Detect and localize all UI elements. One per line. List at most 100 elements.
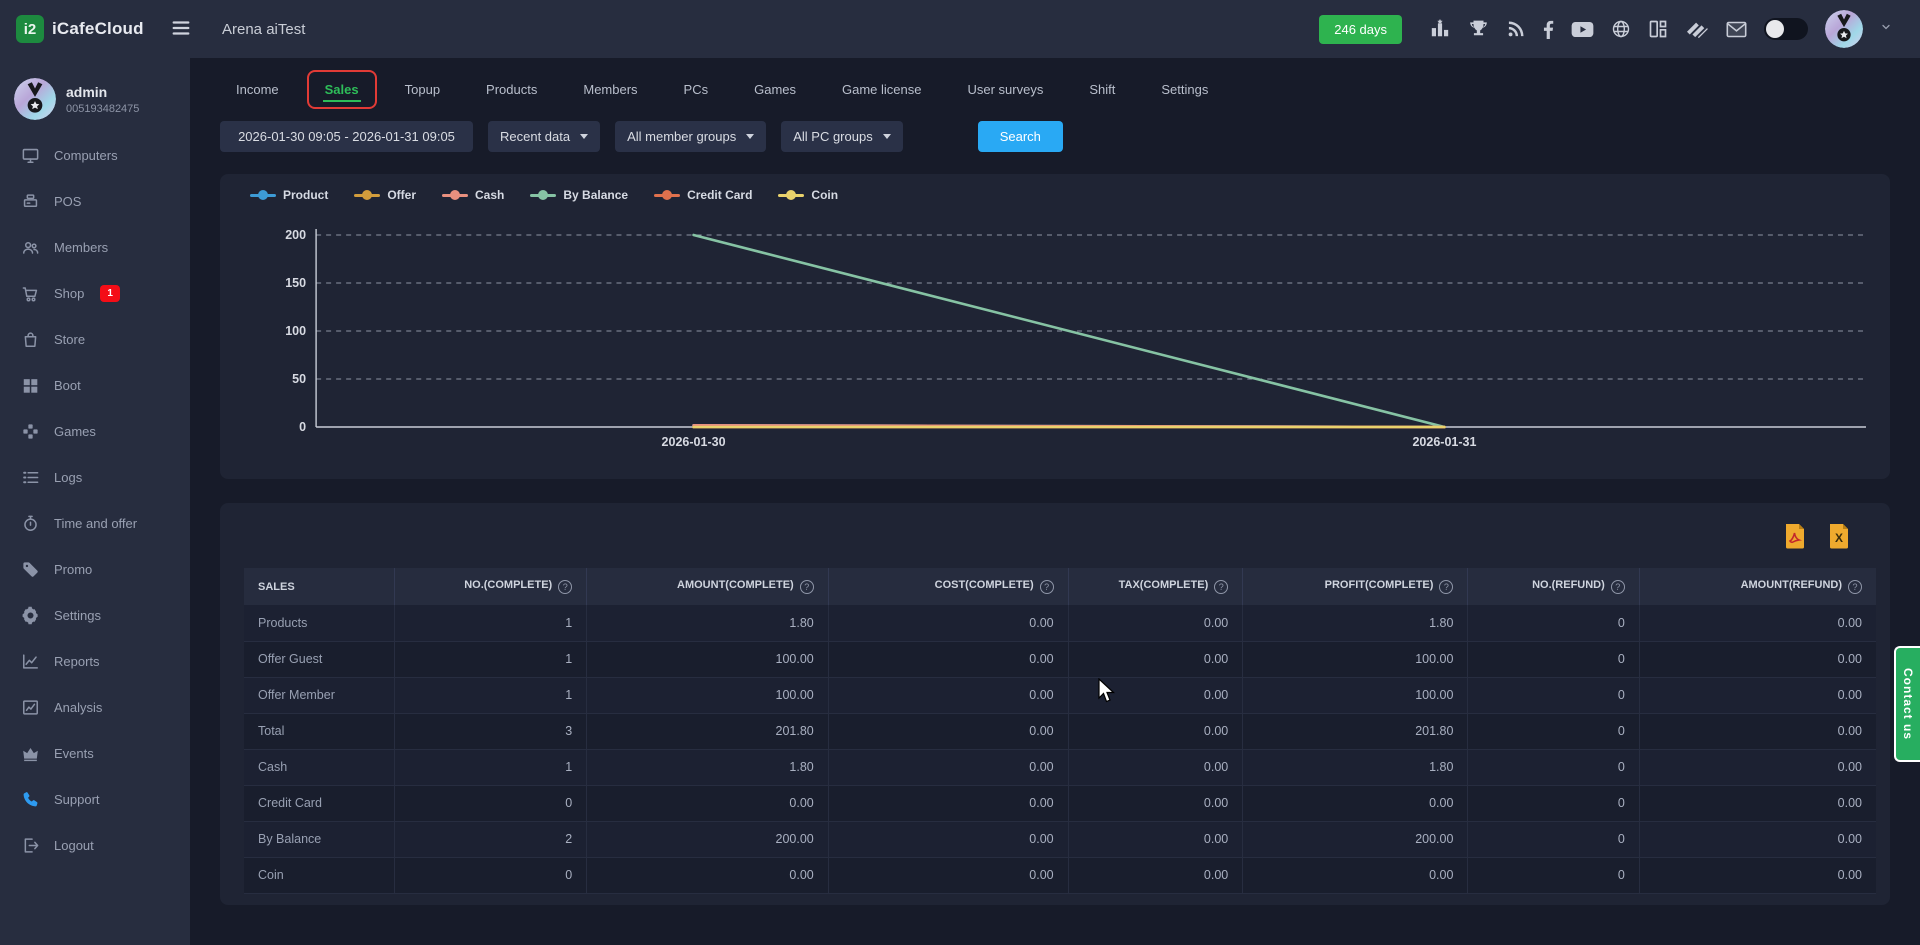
contact-us-button[interactable]: Contact us bbox=[1894, 646, 1920, 762]
row-label: Total bbox=[244, 713, 394, 749]
page-title: Arena aiTest bbox=[222, 21, 305, 38]
tab-sales[interactable]: Sales bbox=[309, 72, 375, 107]
row-value: 0 bbox=[1468, 713, 1639, 749]
app-name: iCafeCloud bbox=[52, 19, 144, 39]
row-value: 0.00 bbox=[828, 749, 1068, 785]
sidebar-item-computers[interactable]: Computers bbox=[0, 132, 190, 178]
help-icon[interactable]: ? bbox=[558, 580, 572, 594]
tab-pcs[interactable]: PCs bbox=[668, 72, 725, 107]
tab-user-surveys[interactable]: User surveys bbox=[952, 72, 1060, 107]
sidebar-item-shop[interactable]: Shop1 bbox=[0, 270, 190, 316]
export-pdf-icon[interactable] bbox=[1784, 523, 1806, 554]
tab-games[interactable]: Games bbox=[738, 72, 812, 107]
sidebar-item-label: Logout bbox=[54, 838, 94, 853]
sales-line-chart: 0501001502002026-01-302026-01-31 bbox=[236, 206, 1874, 458]
sidebar-item-store[interactable]: Store bbox=[0, 316, 190, 362]
row-label: Offer Guest bbox=[244, 641, 394, 677]
legend-label: By Balance bbox=[563, 188, 628, 202]
sidebar-item-analysis[interactable]: Analysis bbox=[0, 684, 190, 730]
svg-text:X: X bbox=[1835, 531, 1843, 545]
legend-item-coin[interactable]: Coin bbox=[778, 188, 838, 202]
legend-label: Product bbox=[283, 188, 328, 202]
sidebar-item-events[interactable]: Events bbox=[0, 730, 190, 776]
sidebar-item-time-and-offer[interactable]: Time and offer bbox=[0, 500, 190, 546]
legend-item-cash[interactable]: Cash bbox=[442, 188, 504, 202]
legend-label: Coin bbox=[811, 188, 838, 202]
help-icon[interactable]: ? bbox=[1040, 580, 1054, 594]
brand[interactable]: i2 iCafeCloud bbox=[0, 15, 190, 43]
date-range-input[interactable]: 2026-01-30 09:05 - 2026-01-31 09:05 bbox=[220, 121, 473, 152]
legend-item-credit-card[interactable]: Credit Card bbox=[654, 188, 752, 202]
sidebar-item-settings[interactable]: Settings bbox=[0, 592, 190, 638]
sidebar-item-reports[interactable]: Reports bbox=[0, 638, 190, 684]
help-icon[interactable]: ? bbox=[1848, 580, 1862, 594]
row-value: 0 bbox=[394, 785, 587, 821]
icafe-app-icon[interactable] bbox=[1648, 19, 1668, 39]
row-value: 0.00 bbox=[1243, 785, 1468, 821]
help-icon[interactable]: ? bbox=[1439, 580, 1453, 594]
legend-item-offer[interactable]: Offer bbox=[354, 188, 416, 202]
column-header-cost-complete-: COST(COMPLETE)? bbox=[828, 568, 1068, 605]
help-icon[interactable]: ? bbox=[800, 580, 814, 594]
column-header-label: NO.(COMPLETE) bbox=[464, 579, 552, 591]
help-icon[interactable]: ? bbox=[1214, 580, 1228, 594]
user-avatar[interactable] bbox=[1825, 10, 1863, 48]
cart-icon bbox=[20, 284, 40, 303]
row-value: 0.00 bbox=[1639, 677, 1876, 713]
theme-toggle[interactable] bbox=[1764, 18, 1808, 40]
sidebar-item-members[interactable]: Members bbox=[0, 224, 190, 270]
globe-icon[interactable] bbox=[1611, 19, 1631, 39]
sidebar-item-logout[interactable]: Logout bbox=[0, 822, 190, 868]
pc-groups-value: All PC groups bbox=[793, 129, 872, 144]
pc-groups-select[interactable]: All PC groups bbox=[781, 121, 902, 152]
sidebar-item-games[interactable]: Games bbox=[0, 408, 190, 454]
row-value: 0.00 bbox=[828, 641, 1068, 677]
row-value: 0 bbox=[1468, 641, 1639, 677]
crown-icon bbox=[20, 744, 40, 763]
menu-toggle-button[interactable] bbox=[170, 17, 192, 42]
sidebar-item-pos[interactable]: POS bbox=[0, 178, 190, 224]
sidebar-item-support[interactable]: Support bbox=[0, 776, 190, 822]
rss-icon[interactable] bbox=[1506, 19, 1526, 39]
youtube-icon[interactable] bbox=[1571, 21, 1594, 38]
tab-game-license[interactable]: Game license bbox=[826, 72, 937, 107]
sidebar-item-boot[interactable]: Boot bbox=[0, 362, 190, 408]
tab-label: Sales bbox=[325, 82, 359, 97]
tab-members[interactable]: Members bbox=[567, 72, 653, 107]
row-value: 0.00 bbox=[1639, 749, 1876, 785]
mail-icon[interactable] bbox=[1726, 21, 1747, 38]
gear-icon bbox=[20, 606, 40, 625]
sidebar-item-label: Promo bbox=[54, 562, 92, 577]
row-value: 0.00 bbox=[1639, 605, 1876, 641]
chevron-down-icon[interactable] bbox=[1880, 20, 1892, 38]
member-groups-select[interactable]: All member groups bbox=[615, 121, 766, 152]
line-chart-icon bbox=[20, 652, 40, 671]
legend-item-by-balance[interactable]: By Balance bbox=[530, 188, 628, 202]
row-value: 0.00 bbox=[587, 785, 829, 821]
search-button[interactable]: Search bbox=[978, 121, 1063, 152]
facebook-icon[interactable] bbox=[1543, 19, 1554, 39]
row-value: 200.00 bbox=[1243, 821, 1468, 857]
legend-item-product[interactable]: Product bbox=[250, 188, 328, 202]
layers-icon[interactable] bbox=[1685, 19, 1709, 39]
license-days-badge[interactable]: 246 days bbox=[1319, 15, 1402, 44]
table-row-cash: Cash11.800.000.001.8000.00 bbox=[244, 749, 1876, 785]
sidebar-item-promo[interactable]: Promo bbox=[0, 546, 190, 592]
tab-products[interactable]: Products bbox=[470, 72, 553, 107]
top-header: i2 iCafeCloud Arena aiTest 246 days bbox=[0, 0, 1920, 58]
export-excel-icon[interactable]: X bbox=[1828, 523, 1850, 554]
row-value: 1.80 bbox=[1243, 749, 1468, 785]
ranking-icon[interactable] bbox=[1429, 19, 1451, 39]
tab-topup[interactable]: Topup bbox=[389, 72, 456, 107]
sales-table-panel: X SALESNO.(COMPLETE)?AMOUNT(COMPLETE)?CO… bbox=[220, 503, 1890, 905]
help-icon[interactable]: ? bbox=[1611, 580, 1625, 594]
data-mode-select[interactable]: Recent data bbox=[488, 121, 600, 152]
trophy-icon[interactable] bbox=[1468, 19, 1489, 39]
sidebar-user-block[interactable]: admin 005193482475 bbox=[0, 58, 190, 132]
tab-settings[interactable]: Settings bbox=[1145, 72, 1224, 107]
tab-income[interactable]: Income bbox=[220, 72, 295, 107]
sidebar-item-logs[interactable]: Logs bbox=[0, 454, 190, 500]
table-row-total: Total3201.800.000.00201.8000.00 bbox=[244, 713, 1876, 749]
tab-shift[interactable]: Shift bbox=[1073, 72, 1131, 107]
icafecloud-logo-icon: i2 bbox=[16, 15, 44, 43]
